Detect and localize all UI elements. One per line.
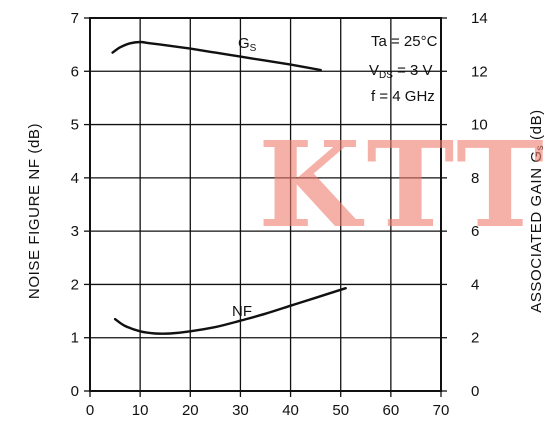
x-tick-label: 50 xyxy=(332,402,349,419)
left-tick-label: 3 xyxy=(71,223,79,240)
left-tick-label: 4 xyxy=(71,170,79,187)
x-tick-label: 0 xyxy=(86,402,94,419)
right-tick-label: 2 xyxy=(471,330,479,347)
series-nf-label: NF xyxy=(232,303,252,320)
right-axis-label: ASSOCIATED GAIN Gs (dB) xyxy=(528,109,546,313)
right-axis-label-sub: s xyxy=(535,145,546,151)
x-tick-label: 10 xyxy=(132,402,149,419)
left-tick-label: 6 xyxy=(71,63,79,80)
left-tick-label: 1 xyxy=(71,330,79,347)
condition-vds-sub: DS xyxy=(379,70,393,81)
series-gs-label: GS xyxy=(238,35,257,54)
watermark: KTT xyxy=(258,115,548,254)
right-tick-label: 0 xyxy=(471,383,479,400)
x-tick-label: 60 xyxy=(383,402,400,419)
x-axis-ticks: 0 10 20 30 40 50 60 70 xyxy=(86,391,450,419)
right-axis-label-main: ASSOCIATED GAIN G xyxy=(528,150,545,312)
right-axis-label-unit: (dB) xyxy=(528,109,545,145)
plot-frame xyxy=(89,17,442,392)
right-tick-label: 10 xyxy=(471,117,488,134)
left-tick-label: 5 xyxy=(71,117,79,134)
left-tick-label: 7 xyxy=(71,10,79,27)
condition-vds: VDS = 3 V xyxy=(369,62,433,81)
right-tick-label: 12 xyxy=(471,63,488,80)
condition-freq: f = 4 GHz xyxy=(371,88,435,105)
left-tick-label: 2 xyxy=(71,276,79,293)
series-gs-label-sub: S xyxy=(250,43,257,54)
condition-ta: Ta = 25°C xyxy=(371,33,438,50)
x-tick-label: 30 xyxy=(232,402,249,419)
condition-vds-main: V xyxy=(369,62,379,79)
left-axis-ticks: 0 1 2 3 4 5 6 7 xyxy=(71,10,90,400)
grid xyxy=(89,17,442,392)
left-tick-label: 0 xyxy=(71,383,79,400)
conditions-box: Ta = 25°C VDS = 3 V f = 4 GHz xyxy=(369,33,438,105)
series-nf-line xyxy=(113,287,347,335)
right-axis-ticks: 0 2 4 6 8 10 12 14 xyxy=(441,10,488,400)
series-gs-label-main: G xyxy=(238,35,250,52)
right-tick-label: 8 xyxy=(471,170,479,187)
left-axis-label: NOISE FIGURE NF (dB) xyxy=(26,123,43,299)
x-tick-label: 70 xyxy=(433,402,450,419)
right-tick-label: 6 xyxy=(471,223,479,240)
condition-vds-rest: = 3 V xyxy=(393,62,433,79)
x-tick-label: 20 xyxy=(182,402,199,419)
series-gs-line xyxy=(111,40,322,72)
right-tick-label: 14 xyxy=(471,10,488,27)
right-tick-label: 4 xyxy=(471,276,479,293)
x-tick-label: 40 xyxy=(282,402,299,419)
